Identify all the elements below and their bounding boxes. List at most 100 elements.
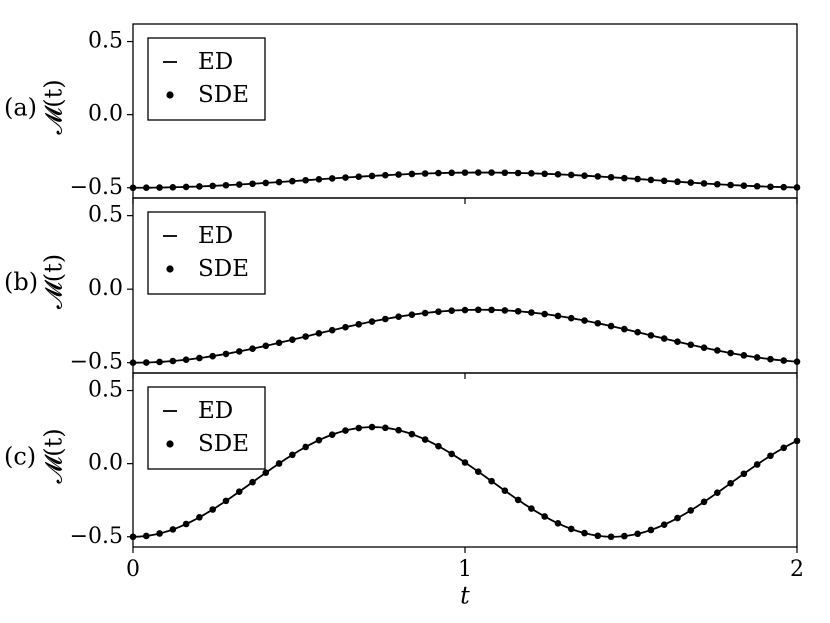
sde-point — [687, 507, 695, 514]
sde-point — [421, 436, 429, 443]
sde-point — [501, 307, 509, 314]
sde-point — [275, 460, 283, 467]
sde-point — [209, 506, 216, 513]
sde-point — [700, 180, 708, 187]
sde-point — [249, 180, 256, 188]
sde-point — [647, 176, 655, 184]
sde-point — [368, 172, 376, 180]
sde-point — [647, 332, 655, 339]
sde-point — [674, 514, 681, 522]
sde-point — [514, 496, 522, 504]
sde-point — [660, 335, 668, 342]
sde-point — [793, 437, 801, 445]
sde-point — [714, 489, 721, 497]
sde-point — [182, 356, 190, 364]
sde-point — [235, 181, 243, 188]
y-tick-label: −0.5 — [70, 524, 123, 549]
y-tick-label: −0.5 — [70, 350, 123, 375]
sde-point — [435, 308, 442, 315]
sde-point — [634, 175, 641, 183]
legend-label-ed: ED — [198, 49, 233, 75]
legend-marker-swatch — [166, 440, 174, 448]
sde-point — [421, 170, 429, 177]
sde-point — [621, 174, 628, 182]
y-tick-label: 0.5 — [88, 378, 123, 403]
sde-point — [448, 169, 456, 177]
panel-1: 0.5 0.0 −0.5 𝓜(t)(a) ED SDE — [4, 23, 801, 204]
sde-point — [275, 339, 283, 347]
sde-point — [727, 479, 734, 487]
sde-point — [302, 443, 309, 451]
sde-point — [780, 357, 788, 364]
sde-point — [607, 322, 615, 330]
y-tick-label: 0.5 — [88, 29, 123, 54]
sde-point — [368, 318, 376, 325]
sde-point — [594, 173, 602, 180]
sde-point — [740, 470, 748, 478]
y-tick-label: 0.0 — [88, 451, 123, 476]
sde-point — [567, 171, 575, 179]
sde-point — [129, 533, 137, 541]
sde-point — [727, 181, 734, 189]
legend-label-ed: ED — [198, 398, 233, 424]
sde-point — [793, 184, 801, 191]
sde-point — [594, 532, 602, 540]
sde-point — [541, 170, 548, 178]
sde-point — [289, 451, 296, 459]
sde-point — [767, 452, 774, 460]
sde-point — [461, 306, 469, 314]
sde-point — [488, 477, 495, 485]
sde-point — [262, 469, 270, 477]
sde-point — [554, 520, 562, 527]
legend-box — [147, 211, 266, 295]
sde-point — [607, 533, 615, 541]
sde-point — [342, 174, 349, 181]
sde-point — [169, 183, 177, 191]
sde-point — [209, 182, 216, 190]
sde-point — [315, 436, 323, 444]
sde-point — [142, 532, 150, 540]
sde-point — [182, 183, 190, 191]
legend-label-sde: SDE — [198, 256, 249, 282]
sde-point — [567, 314, 575, 322]
panel-label: (a) — [4, 94, 37, 122]
sde-point — [474, 468, 482, 475]
legend-marker-swatch — [166, 91, 174, 99]
sde-point — [222, 497, 230, 505]
legend-marker-swatch — [166, 265, 174, 273]
sde-point — [528, 170, 535, 177]
sde-point — [753, 182, 761, 190]
sde-point — [501, 169, 509, 177]
sde-point — [355, 320, 363, 328]
sde-point — [156, 358, 163, 366]
sde-point — [182, 520, 190, 528]
sde-point — [196, 513, 203, 521]
sde-point — [780, 183, 788, 191]
sde-point — [209, 352, 216, 360]
sde-point — [714, 347, 721, 354]
sde-point — [687, 341, 695, 349]
sde-point — [328, 175, 336, 182]
sde-point — [514, 307, 522, 315]
sde-point — [474, 169, 482, 176]
x-tick-label: 0 — [126, 557, 140, 582]
sde-point — [767, 183, 774, 191]
sde-point — [674, 338, 681, 345]
sde-point — [581, 317, 588, 324]
legend-label-sde: SDE — [198, 82, 249, 108]
sde-point — [674, 178, 681, 186]
sde-point — [156, 530, 163, 537]
sde-point — [554, 171, 562, 178]
sde-point — [222, 181, 230, 189]
sde-point — [355, 173, 363, 181]
sde-point — [408, 170, 416, 178]
sde-point — [328, 326, 336, 334]
sde-point — [727, 349, 734, 357]
sde-point — [714, 180, 721, 188]
sde-point — [541, 513, 548, 520]
sde-point — [634, 530, 641, 538]
y-tick-label: 0.5 — [88, 203, 123, 228]
sde-point — [448, 307, 456, 314]
sde-point — [382, 315, 389, 323]
